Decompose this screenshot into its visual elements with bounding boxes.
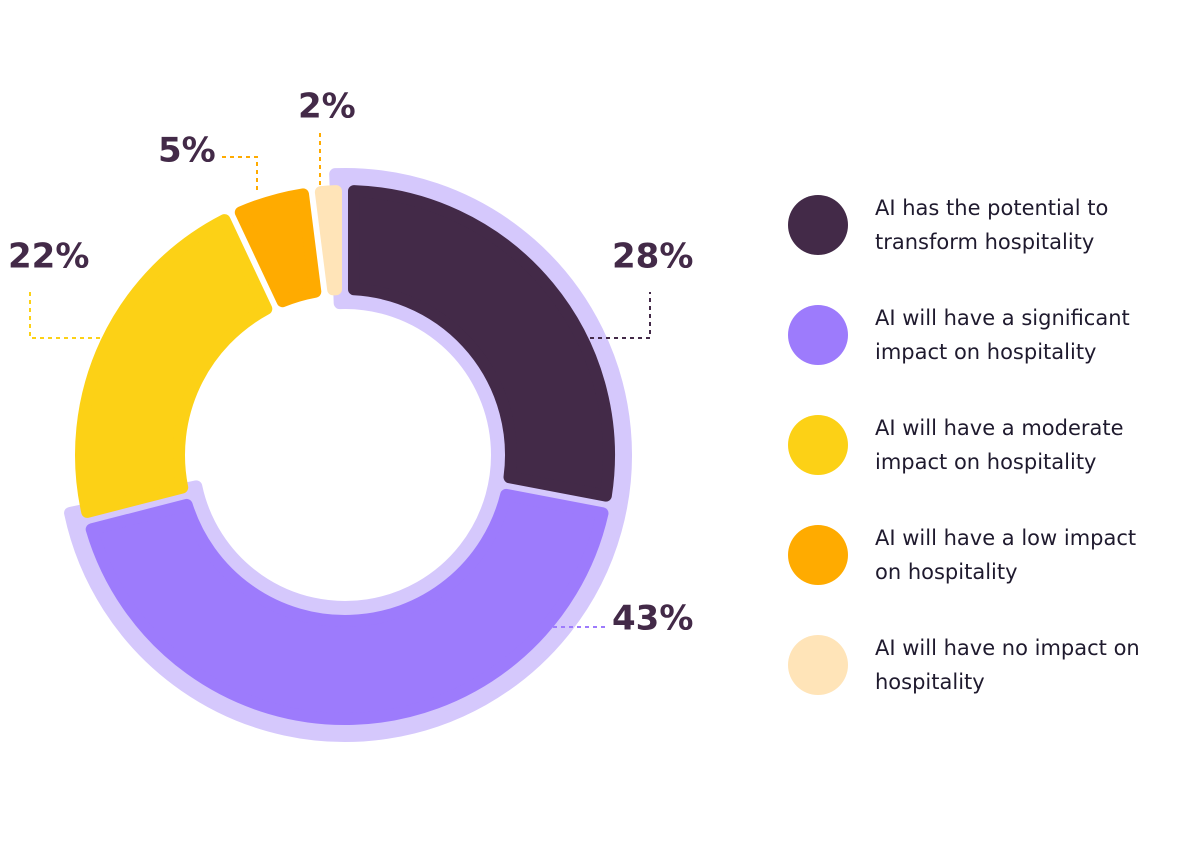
leader-line xyxy=(29,292,100,339)
donut-slice xyxy=(234,188,322,308)
donut-slice xyxy=(85,488,609,725)
value-label: 28% xyxy=(612,237,693,277)
legend-item: AI has the potential to transform hospit… xyxy=(788,190,1178,260)
legend-label: AI will have a low impact on hospitality xyxy=(875,526,1137,584)
legend-item: AI will have a moderate impact on hospit… xyxy=(788,410,1178,480)
leader-line xyxy=(220,156,258,190)
legend-item: AI will have no impact on hospitality xyxy=(788,630,1178,700)
legend-item: AI will have a low impact on hospitality xyxy=(788,520,1178,590)
donut-slice xyxy=(75,214,273,518)
legend-label: AI will have no impact on hospitality xyxy=(875,636,1140,694)
value-label: 5% xyxy=(158,131,216,171)
legend-swatch xyxy=(788,305,848,365)
legend-label: AI will have a significant impact on hos… xyxy=(875,306,1130,364)
donut-slice xyxy=(347,185,615,502)
donut-slice xyxy=(314,185,343,296)
legend-swatch xyxy=(788,415,848,475)
legend-item: AI will have a significant impact on hos… xyxy=(788,300,1178,370)
value-label: 2% xyxy=(298,87,356,127)
legend-swatch xyxy=(788,195,848,255)
leader-line xyxy=(590,292,651,339)
value-label: 22% xyxy=(8,237,89,277)
legend-swatch xyxy=(788,525,848,585)
legend-label: AI will have a moderate impact on hospit… xyxy=(875,416,1124,474)
value-label: 43% xyxy=(612,599,693,639)
legend-label: AI has the potential to transform hospit… xyxy=(875,196,1109,254)
legend-swatch xyxy=(788,635,848,695)
